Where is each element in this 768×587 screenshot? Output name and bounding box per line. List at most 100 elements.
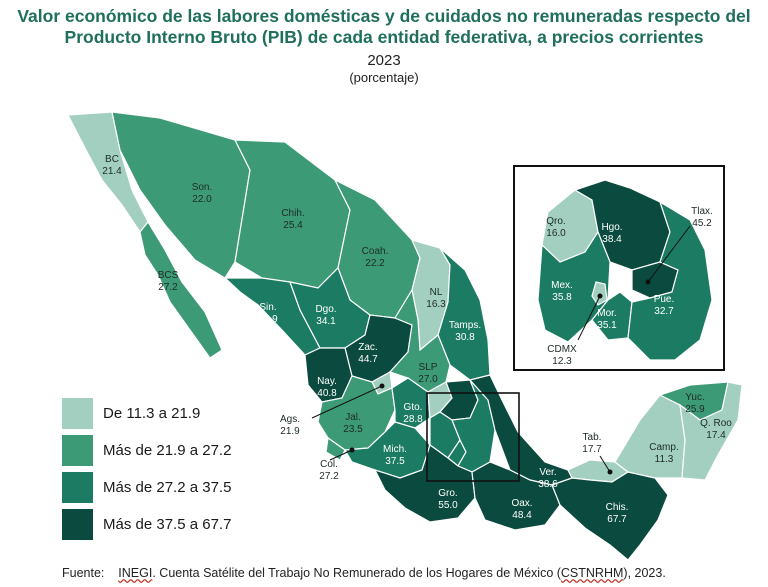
label-tamps-value: 30.8	[455, 332, 475, 343]
label-slp-value: 27.0	[418, 374, 438, 385]
state-bcs[interactable]	[139, 220, 223, 359]
label-mich-name: Mich.	[383, 444, 407, 455]
legend: De 11.3 a 21.9 Más de 21.9 a 27.2 Más de…	[62, 398, 231, 546]
state-qroo[interactable]	[679, 381, 743, 481]
map-title: Valor económico de las labores doméstica…	[17, 6, 751, 47]
label-mor-name: Mor.	[597, 308, 616, 319]
label-chis-value: 67.7	[607, 514, 627, 525]
legend-item: De 11.3 a 21.9	[62, 398, 231, 429]
legend-swatch	[62, 398, 93, 429]
label-ver-name: Ver.	[539, 467, 556, 478]
source-prefix: Fuente:	[62, 566, 105, 580]
source-org: INEGI	[118, 566, 153, 580]
label-yuc-value: 25.9	[685, 404, 705, 415]
label-ver-value: 38.6	[538, 479, 558, 490]
label-nl-name: NL	[430, 287, 443, 298]
label-sin-name: Sin.	[259, 302, 276, 313]
label-bc-value: 21.4	[102, 166, 122, 177]
label-cdmx-name: CDMX	[547, 344, 577, 355]
label-gro-name: Gro.	[438, 488, 457, 499]
label-nay-name: Nay.	[317, 376, 337, 387]
label-pue-value: 32.7	[654, 306, 674, 317]
legend-label: Más de 27.2 a 37.5	[103, 479, 232, 496]
label-bcs-value: 27.2	[158, 282, 178, 293]
label-sin-value: 31.9	[258, 314, 278, 325]
label-qroo-value: 17.4	[706, 430, 726, 441]
label-oax-name: Oax.	[511, 498, 532, 509]
legend-label: De 11.3 a 21.9	[103, 405, 201, 422]
label-qro-name: Qro.	[546, 216, 565, 227]
state-camp[interactable]	[614, 394, 686, 479]
label-gto-name: Gto.	[404, 402, 423, 413]
legend-swatch	[62, 435, 93, 466]
label-mich-value: 37.5	[385, 456, 405, 467]
label-oax-value: 48.4	[512, 510, 532, 521]
leader-tab-dot	[607, 469, 613, 475]
inset-state-cdmx[interactable]	[591, 281, 608, 306]
label-bcs-name: BCS	[158, 270, 179, 281]
label-qroo-name: Q. Roo	[700, 418, 732, 429]
label-pue-name: Pue.	[654, 294, 675, 305]
label-son-name: Son.	[192, 182, 213, 193]
source-text-1: . Cuenta Satélite del Trabajo No Remuner…	[152, 566, 561, 580]
label-son-value: 22.0	[192, 194, 212, 205]
label-tamps-name: Tamps.	[449, 320, 481, 331]
label-jal-name: Jal.	[345, 412, 361, 423]
label-ags-name: Ags.	[280, 414, 300, 425]
label-chih-value: 25.4	[283, 220, 303, 231]
label-camp-name: Camp.	[649, 442, 678, 453]
state-labels: BC 21.4 BCS 27.2 Son. 22.0 Chih. 25.4 Co…	[102, 154, 732, 525]
label-zac-value: 44.7	[358, 354, 378, 365]
label-ags-value: 21.9	[280, 426, 300, 437]
source-note: Fuente: INEGI. Cuenta Satélite del Traba…	[62, 566, 666, 580]
label-tlax-value: 45.2	[692, 218, 712, 229]
legend-item: Más de 21.9 a 27.2	[62, 435, 231, 466]
legend-label: Más de 21.9 a 27.2	[103, 442, 232, 459]
label-mex-name: Mex.	[551, 280, 573, 291]
label-mex-value: 35.8	[552, 292, 572, 303]
leader-cdmx	[577, 295, 601, 341]
legend-label: Más de 37.5 a 67.7	[103, 516, 232, 533]
legend-swatch	[62, 472, 93, 503]
label-col-value: 27.2	[319, 471, 339, 482]
label-nl-value: 16.3	[426, 299, 446, 310]
leader-col	[329, 449, 353, 461]
label-gto-value: 28.8	[403, 414, 423, 425]
inset-marker	[426, 392, 520, 482]
state-gto[interactable]	[391, 377, 431, 429]
label-jal-value: 23.5	[343, 424, 363, 435]
leader-col-dot	[349, 447, 355, 453]
leader-tlax-dot	[645, 279, 651, 285]
inset-state-pue[interactable]	[627, 200, 713, 361]
leader-tab	[599, 455, 611, 473]
map-year: 2023	[367, 52, 401, 69]
label-hgo-value: 38.4	[602, 234, 622, 245]
label-yuc-name: Yuc.	[685, 392, 704, 403]
label-nay-value: 40.8	[317, 388, 337, 399]
state-col[interactable]	[325, 436, 346, 461]
legend-swatch	[62, 509, 93, 540]
source-abbr: CSTNRHM	[560, 566, 624, 580]
legend-item: Más de 27.2 a 37.5	[62, 472, 231, 503]
source-text-2: ), 2023.	[623, 566, 666, 580]
leader-ags	[311, 385, 383, 419]
label-tab-name: Tab.	[583, 432, 602, 443]
label-zac-name: Zac.	[358, 342, 377, 353]
label-chih-name: Chih.	[281, 208, 304, 219]
label-tab-value: 17.7	[582, 444, 602, 455]
label-coah-name: Coah.	[362, 246, 389, 257]
label-mor-value: 35.1	[597, 320, 617, 331]
label-hgo-name: Hgo.	[601, 222, 622, 233]
legend-item: Más de 37.5 a 67.7	[62, 509, 231, 540]
leader-ags-dot	[379, 383, 385, 389]
label-bc-name: BC	[105, 154, 119, 165]
label-coah-value: 22.2	[365, 258, 385, 269]
map-unit: (porcentaje)	[349, 70, 419, 85]
label-chis-name: Chis.	[606, 502, 629, 513]
state-chis[interactable]	[551, 471, 669, 561]
label-dgo-name: Dgo.	[315, 304, 336, 315]
label-dgo-value: 34.1	[316, 316, 336, 327]
label-slp-name: SLP	[419, 362, 438, 373]
label-col-name: Col.	[320, 459, 338, 470]
label-cdmx-value: 12.3	[552, 356, 572, 367]
